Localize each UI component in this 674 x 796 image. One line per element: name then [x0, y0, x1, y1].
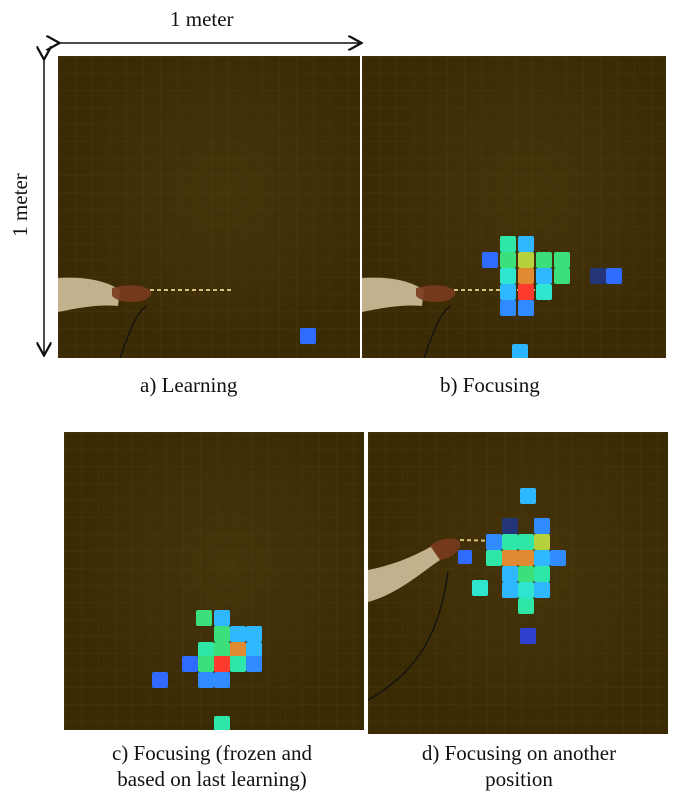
led-cell: [512, 344, 528, 358]
led-cell: [518, 598, 534, 614]
led-cell: [518, 236, 534, 252]
led-cell: [500, 300, 516, 316]
led-cell: [502, 534, 518, 550]
led-cell: [500, 236, 516, 252]
led-cell: [520, 628, 536, 644]
led-cell: [300, 328, 316, 344]
led-cell: [550, 550, 566, 566]
led-cell: [246, 642, 262, 658]
led-cell: [214, 672, 230, 688]
led-cell: [230, 626, 246, 642]
led-cell: [518, 252, 534, 268]
led-cell: [152, 672, 168, 688]
led-cell: [486, 534, 502, 550]
led-cell: [534, 566, 550, 582]
led-cell: [518, 550, 534, 566]
led-cell: [472, 580, 488, 596]
panel-b-photo: [362, 56, 666, 358]
led-cell: [182, 656, 198, 672]
led-cell: [534, 582, 550, 598]
panel-a-photo: [58, 56, 360, 358]
hand-with-probe: [58, 277, 234, 358]
led-cell: [518, 284, 534, 300]
led-cell: [214, 610, 230, 626]
led-cell: [214, 656, 230, 672]
led-cell: [246, 626, 262, 642]
led-cell: [534, 518, 550, 534]
led-cell: [500, 268, 516, 284]
led-cell: [230, 656, 246, 672]
led-cell: [502, 550, 518, 566]
led-cell: [554, 252, 570, 268]
panel-b-caption: b) Focusing: [440, 373, 540, 397]
panel-c-caption: c) Focusing (frozen and based on last le…: [84, 740, 340, 792]
led-cell: [502, 518, 518, 534]
led-cell: [536, 268, 552, 284]
led-cell: [214, 642, 230, 658]
led-cell: [198, 656, 214, 672]
led-cell: [518, 534, 534, 550]
panel-d-photo: [368, 432, 668, 734]
led-cell: [518, 268, 534, 284]
led-cell: [486, 550, 502, 566]
led-cell: [214, 626, 230, 642]
led-cell: [518, 582, 534, 598]
led-cell: [606, 268, 622, 284]
led-cell: [500, 284, 516, 300]
led-cell: [198, 642, 214, 658]
panel-d-caption-line1: d) Focusing on another: [421, 741, 617, 765]
panel-c-photo: [64, 432, 364, 730]
panel-d-caption-line2: position: [485, 767, 553, 791]
panel-c-caption-line2: based on last learning): [117, 767, 307, 791]
led-cell: [502, 566, 518, 582]
led-cell: [196, 610, 212, 626]
led-cell: [482, 252, 498, 268]
led-cell: [214, 716, 230, 730]
led-cell: [198, 672, 214, 688]
panel-d-caption: d) Focusing on another position: [384, 740, 654, 792]
panel-a-caption: a) Learning: [140, 373, 238, 397]
led-cell: [536, 252, 552, 268]
led-cell: [518, 300, 534, 316]
led-cell: [590, 268, 606, 284]
led-cell: [246, 656, 262, 672]
horizontal-dimension-label: 1 meter: [170, 7, 234, 31]
led-cell: [518, 566, 534, 582]
led-cell: [520, 488, 536, 504]
hand-with-probe: [362, 277, 540, 358]
vertical-dimension-label: 1 meter: [7, 173, 32, 237]
led-cell: [500, 252, 516, 268]
led-cell: [554, 268, 570, 284]
led-cell: [230, 642, 246, 658]
led-cell: [534, 534, 550, 550]
panel-c-caption-line1: c) Focusing (frozen and: [111, 741, 312, 765]
led-cell: [502, 582, 518, 598]
led-cell: [534, 550, 550, 566]
led-cell: [458, 550, 472, 564]
led-cell: [536, 284, 552, 300]
